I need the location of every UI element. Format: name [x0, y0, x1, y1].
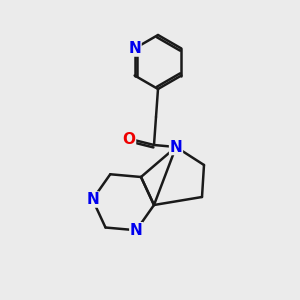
Text: N: N [86, 192, 99, 207]
Text: N: N [169, 140, 182, 154]
Text: O: O [122, 133, 136, 148]
Text: N: N [128, 41, 141, 56]
Text: N: N [130, 223, 142, 238]
